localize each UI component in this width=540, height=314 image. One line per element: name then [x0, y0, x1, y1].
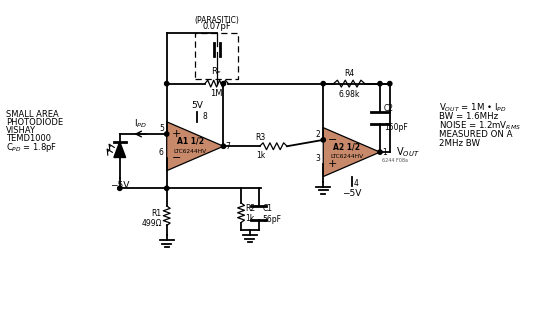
Text: R3: R3 — [256, 133, 266, 142]
Text: 0.07pF: 0.07pF — [202, 22, 231, 31]
Text: LTC6244HV: LTC6244HV — [174, 149, 207, 154]
Text: 4: 4 — [354, 179, 359, 187]
Text: −5V: −5V — [342, 189, 361, 198]
Text: R2: R2 — [245, 204, 255, 213]
Text: V$_{OUT}$: V$_{OUT}$ — [396, 145, 420, 159]
Text: +: + — [172, 129, 181, 139]
Circle shape — [321, 138, 326, 142]
Text: 1k: 1k — [256, 151, 265, 160]
Text: −: − — [328, 135, 338, 145]
Text: VISHAY: VISHAY — [6, 126, 36, 135]
Text: 6: 6 — [159, 149, 164, 158]
Text: 2: 2 — [315, 130, 320, 139]
Text: MEASURED ON A: MEASURED ON A — [438, 130, 512, 139]
Text: LTC6244HV: LTC6244HV — [330, 154, 363, 160]
Circle shape — [321, 81, 326, 86]
Text: C$_{PD}$ = 1.8pF: C$_{PD}$ = 1.8pF — [6, 141, 58, 154]
Text: 8: 8 — [203, 112, 208, 121]
Text: 1M: 1M — [211, 89, 223, 98]
Text: 56pF: 56pF — [262, 215, 281, 224]
Text: 6244 F08a: 6244 F08a — [382, 158, 408, 163]
Text: −5V: −5V — [110, 181, 130, 190]
Circle shape — [165, 132, 169, 136]
Circle shape — [165, 186, 169, 191]
Text: A1 1/2: A1 1/2 — [177, 137, 204, 146]
Circle shape — [221, 144, 226, 149]
Polygon shape — [167, 122, 224, 171]
Polygon shape — [323, 128, 380, 176]
Text: −: − — [172, 154, 181, 164]
Text: +: + — [328, 159, 338, 169]
Circle shape — [165, 81, 169, 86]
Text: SMALL AREA: SMALL AREA — [6, 111, 59, 119]
Text: 7: 7 — [225, 142, 230, 151]
Circle shape — [118, 186, 122, 191]
Text: PHOTODIODE: PHOTODIODE — [6, 118, 63, 127]
Text: A2 1/2: A2 1/2 — [333, 143, 360, 152]
Text: 1: 1 — [382, 148, 387, 157]
Text: 6.98k: 6.98k — [339, 89, 360, 99]
Text: 150pF: 150pF — [384, 123, 408, 132]
Text: (PARASITIC): (PARASITIC) — [194, 16, 239, 25]
Circle shape — [378, 81, 382, 86]
Text: 2MHz BW: 2MHz BW — [438, 139, 480, 148]
Text: 5V: 5V — [191, 101, 203, 110]
Text: TEMD1000: TEMD1000 — [6, 134, 51, 143]
Circle shape — [378, 150, 382, 154]
Polygon shape — [114, 142, 126, 158]
Text: V$_{OUT}$ = 1M • I$_{PD}$: V$_{OUT}$ = 1M • I$_{PD}$ — [438, 102, 507, 114]
Text: 1k: 1k — [245, 214, 254, 223]
Text: C2: C2 — [384, 104, 394, 113]
Text: BW = 1.6MHz: BW = 1.6MHz — [438, 112, 498, 122]
Text: I$_{PD}$: I$_{PD}$ — [134, 118, 147, 130]
Text: R1: R1 — [152, 209, 162, 218]
Text: NOISE = 1.2mV$_{RMS}$: NOISE = 1.2mV$_{RMS}$ — [438, 119, 521, 132]
Text: R4: R4 — [344, 69, 354, 78]
Circle shape — [388, 81, 392, 86]
Circle shape — [221, 81, 226, 86]
Text: C1: C1 — [262, 204, 273, 213]
Text: R$_F$: R$_F$ — [211, 65, 222, 78]
Text: 5: 5 — [159, 124, 164, 133]
Text: 499Ω: 499Ω — [141, 219, 162, 228]
Text: 3: 3 — [315, 154, 320, 163]
